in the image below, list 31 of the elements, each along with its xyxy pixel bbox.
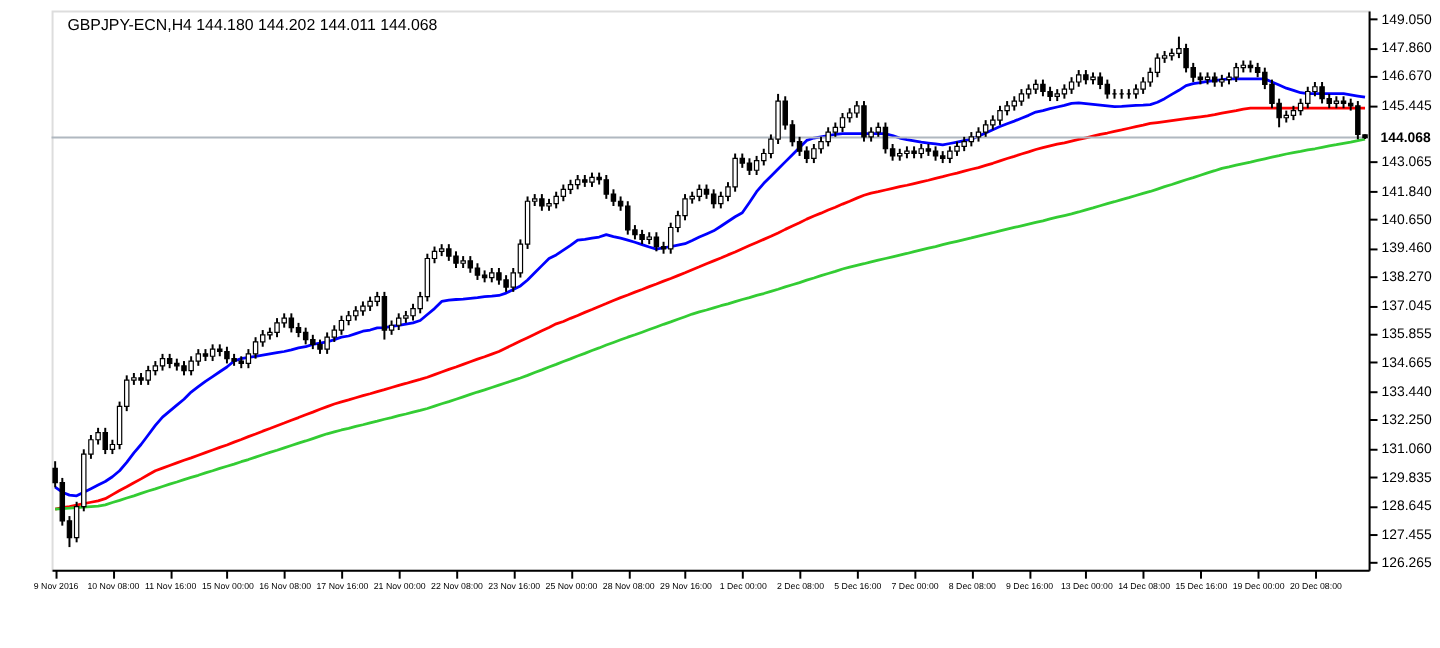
candlestick	[825, 126, 831, 148]
candlestick	[324, 331, 330, 355]
candlestick	[1305, 85, 1311, 110]
candlestick	[753, 154, 760, 176]
candlestick	[603, 174, 610, 200]
candlestick	[653, 231, 660, 253]
candlestick	[338, 314, 345, 336]
candlestick	[839, 111, 846, 134]
candlestick	[102, 426, 108, 456]
candlestick	[1154, 52, 1161, 79]
chart-title: GBPJPY-ECN,H4 144.180 144.202 144.011 144.068	[67, 16, 439, 35]
candlestick	[424, 252, 431, 303]
candlestick	[625, 200, 631, 236]
candlestick	[145, 364, 151, 386]
candlestick	[288, 312, 295, 334]
candlestick	[381, 290, 388, 341]
candlestick	[710, 188, 717, 210]
candlestick	[1319, 80, 1325, 105]
candlestick	[732, 152, 738, 193]
candlestick	[1355, 100, 1361, 141]
candlestick	[811, 143, 817, 165]
candlestick	[1183, 42, 1189, 74]
candlestick	[188, 355, 194, 377]
candlestick	[997, 104, 1003, 126]
candlestick	[1104, 78, 1111, 100]
candlestick	[1176, 35, 1182, 60]
candlestick	[1233, 61, 1239, 83]
candlestick	[861, 100, 867, 143]
candlestick	[245, 348, 252, 370]
candlestick	[252, 336, 259, 360]
candlestick	[274, 317, 280, 339]
